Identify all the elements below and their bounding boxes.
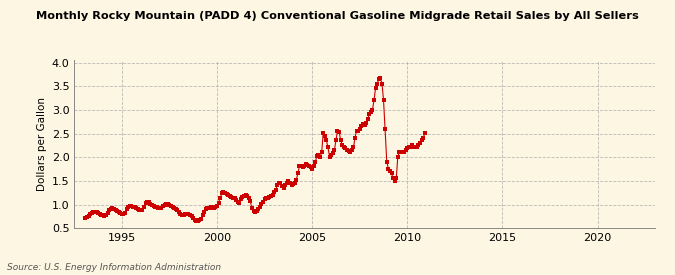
Y-axis label: Dollars per Gallon: Dollars per Gallon — [38, 97, 47, 191]
Text: Source: U.S. Energy Information Administration: Source: U.S. Energy Information Administ… — [7, 263, 221, 272]
Text: Monthly Rocky Mountain (PADD 4) Conventional Gasoline Midgrade Retail Sales by A: Monthly Rocky Mountain (PADD 4) Conventi… — [36, 11, 639, 21]
